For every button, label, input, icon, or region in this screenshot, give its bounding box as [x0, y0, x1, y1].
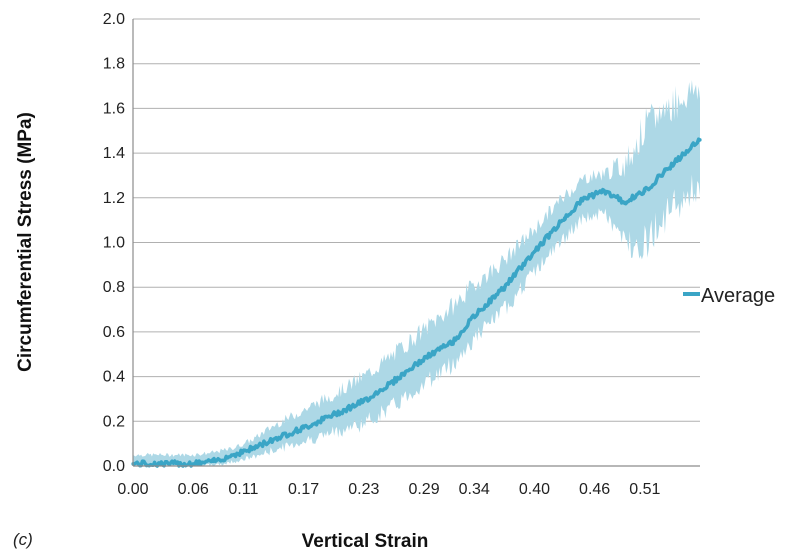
x-tick-label: 0.00	[117, 481, 148, 498]
range-band-average	[133, 80, 700, 466]
y-tick-label: 0.8	[103, 279, 125, 296]
y-tick-label: 1.8	[103, 56, 125, 73]
data-point	[332, 412, 336, 417]
data-point	[663, 169, 667, 173]
panel-label: (c)	[13, 530, 33, 549]
y-tick-label: 2.0	[103, 11, 125, 28]
x-tick-label: 0.51	[629, 481, 660, 498]
data-point	[698, 138, 702, 142]
data-point	[422, 357, 426, 361]
legend-swatch-average	[683, 292, 700, 296]
data-point	[191, 462, 195, 466]
data-point	[251, 446, 256, 450]
y-axis-title: Circumferential Stress (MPa)	[15, 112, 36, 372]
data-point	[643, 189, 647, 193]
gridlines	[133, 18, 700, 422]
data-point	[231, 453, 235, 457]
data-point	[392, 379, 396, 383]
y-tick-label: 1.6	[103, 100, 125, 117]
data-point	[532, 249, 537, 254]
x-tick-label: 0.06	[178, 481, 209, 498]
x-tick-label: 0.23	[348, 481, 379, 498]
data-point	[623, 200, 627, 204]
data-point	[161, 462, 165, 466]
y-tick-label: 0.0	[103, 458, 125, 475]
series-line-average	[131, 137, 702, 468]
y-tick-label: 1.2	[103, 190, 125, 207]
x-tick-label: 0.17	[288, 481, 319, 498]
x-tick-label: 0.11	[228, 481, 258, 498]
y-tick-label: 0.4	[103, 369, 125, 386]
data-point	[603, 189, 607, 193]
x-tick-label: 0.46	[579, 481, 610, 498]
y-tick-labels: 0.0 0.2 0.4 0.6 0.8 1.0 1.2 1.4 1.6 1.8 2.0	[103, 11, 125, 475]
data-point	[271, 437, 276, 441]
data-point	[452, 339, 456, 343]
legend-label-average: Average	[701, 285, 775, 307]
data-point	[362, 399, 366, 403]
x-tick-label: 0.29	[408, 481, 439, 498]
range-band-layer	[133, 80, 700, 466]
legend: Average	[683, 285, 775, 307]
data-point	[582, 196, 587, 200]
x-tick-label: 0.40	[519, 481, 550, 498]
data-point	[211, 459, 215, 464]
y-tick-label: 0.2	[103, 413, 125, 430]
data-point	[562, 216, 567, 220]
data-point	[302, 426, 306, 430]
y-tick-label: 0.6	[103, 324, 125, 341]
data-point	[472, 314, 476, 318]
x-tick-labels: 0.00 0.06 0.11 0.17 0.23 0.29 0.34 0.40 0.46 0.51	[117, 481, 660, 498]
y-tick-label: 1.4	[103, 145, 125, 162]
x-axis-title: Vertical Strain	[302, 531, 429, 552]
axes	[132, 19, 700, 467]
data-point	[502, 285, 506, 289]
y-tick-label: 1.0	[103, 235, 125, 252]
x-tick-label: 0.34	[459, 481, 490, 498]
